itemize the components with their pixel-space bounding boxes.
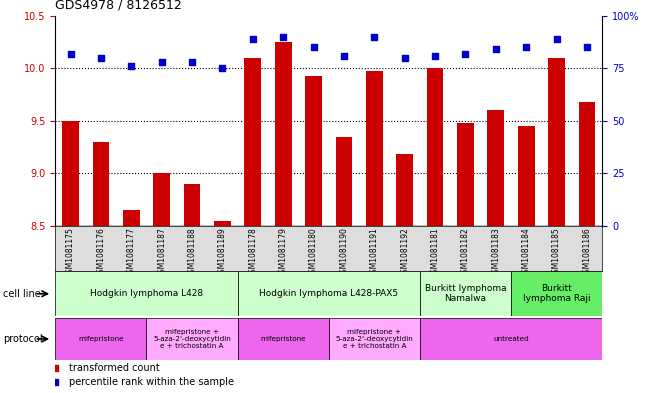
Bar (214, 221, 230, 226)
Point (278, 33, 288, 40)
Text: Burkitt lymphoma
Namalwa: Burkitt lymphoma Namalwa (424, 284, 506, 303)
Text: GSM1081175: GSM1081175 (66, 227, 75, 278)
Point (430, 53, 440, 59)
Text: GSM1081192: GSM1081192 (400, 227, 409, 278)
Text: GSM1081182: GSM1081182 (461, 227, 470, 278)
Bar (146, 318, 238, 360)
Point (400, 55, 410, 61)
Point (521, 44, 531, 50)
Point (309, 44, 319, 50)
Bar (244, 58, 261, 226)
Bar (184, 184, 201, 226)
Bar (55, 271, 238, 316)
Point (65, 50, 76, 57)
Point (217, 65, 228, 72)
Text: GSM1081176: GSM1081176 (96, 227, 105, 278)
Text: GDS4978 / 8126512: GDS4978 / 8126512 (55, 0, 182, 12)
Point (582, 44, 592, 50)
Bar (123, 210, 140, 226)
Text: GSM1081188: GSM1081188 (187, 227, 197, 278)
Bar (579, 102, 596, 226)
Text: transformed count: transformed count (69, 363, 159, 373)
Text: GSM1081181: GSM1081181 (430, 227, 439, 278)
Point (491, 46, 501, 53)
Bar (55, 318, 146, 360)
Text: GSM1081189: GSM1081189 (218, 227, 227, 278)
Point (96, 55, 106, 61)
Bar (518, 126, 534, 226)
Bar (420, 318, 602, 360)
Bar (238, 318, 329, 360)
Text: Hodgkin lymphoma L428-PAX5: Hodgkin lymphoma L428-PAX5 (259, 289, 398, 298)
Text: GSM1081177: GSM1081177 (127, 227, 136, 278)
Text: GSM1081185: GSM1081185 (552, 227, 561, 278)
Text: GSM1081178: GSM1081178 (248, 227, 257, 278)
Text: Burkitt
lymphoma Raji: Burkitt lymphoma Raji (523, 284, 590, 303)
Point (187, 59, 197, 65)
Point (247, 36, 258, 42)
Text: GSM1081187: GSM1081187 (157, 227, 166, 278)
Text: untreated: untreated (493, 336, 529, 342)
Text: GSM1081180: GSM1081180 (309, 227, 318, 278)
Text: mifepristone +
5-aza-2'-deoxycytidin
e + trichostatin A: mifepristone + 5-aza-2'-deoxycytidin e +… (153, 329, 231, 349)
Text: GSM1081183: GSM1081183 (492, 227, 501, 278)
Bar (366, 72, 383, 226)
Text: percentile rank within the sample: percentile rank within the sample (69, 377, 234, 387)
Bar (62, 121, 79, 226)
Text: mifepristone: mifepristone (260, 336, 306, 342)
Bar (154, 173, 170, 226)
Text: GSM1081184: GSM1081184 (521, 227, 531, 278)
Point (339, 53, 349, 59)
Bar (548, 58, 565, 226)
Point (126, 63, 137, 69)
Text: mifepristone +
5-aza-2'-deoxycytidin
e + trichostatin A: mifepristone + 5-aza-2'-deoxycytidin e +… (335, 329, 413, 349)
Text: GSM1081186: GSM1081186 (583, 227, 592, 278)
Point (156, 59, 167, 65)
Bar (396, 154, 413, 226)
Bar (427, 68, 443, 226)
Text: cell line: cell line (3, 289, 41, 299)
Bar (336, 137, 352, 226)
Text: GSM1081190: GSM1081190 (339, 227, 348, 278)
Bar (92, 142, 109, 226)
Point (551, 36, 562, 42)
Bar (511, 271, 602, 316)
Point (369, 33, 380, 40)
Text: mifepristone: mifepristone (78, 336, 124, 342)
Text: protocol: protocol (3, 334, 43, 344)
Bar (488, 110, 504, 226)
Bar (305, 75, 322, 226)
Text: GSM1081179: GSM1081179 (279, 227, 288, 278)
Bar (275, 42, 292, 226)
Bar (329, 318, 420, 360)
Bar (238, 271, 420, 316)
Text: GSM1081191: GSM1081191 (370, 227, 379, 278)
Bar (420, 271, 511, 316)
Bar (457, 123, 474, 226)
Text: Hodgkin lymphoma L428: Hodgkin lymphoma L428 (90, 289, 203, 298)
Point (460, 50, 471, 57)
